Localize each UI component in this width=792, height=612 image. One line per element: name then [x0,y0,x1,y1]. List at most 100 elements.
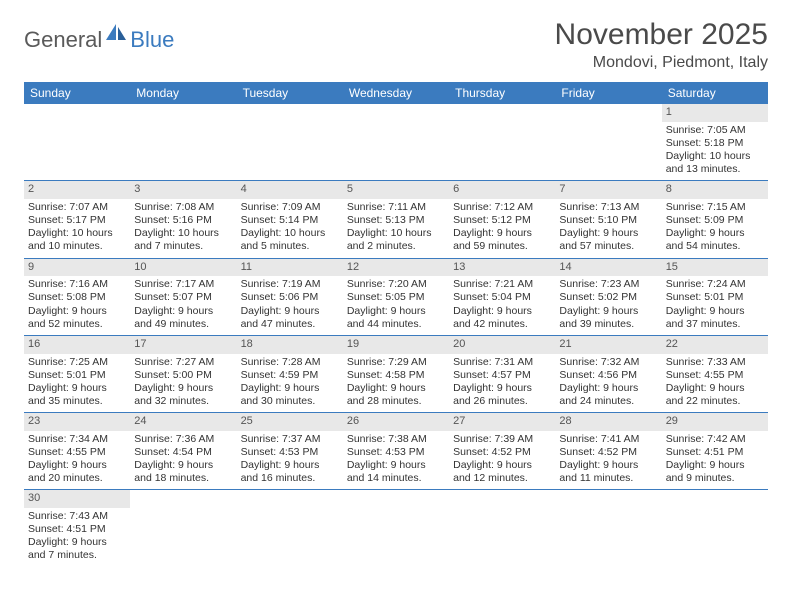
daylight-text: and 14 minutes. [347,472,445,485]
daylight-text: Daylight: 9 hours [347,305,445,318]
day-body: Sunrise: 7:09 AMSunset: 5:14 PMDaylight:… [237,199,343,258]
daylight-text: Daylight: 10 hours [666,150,764,163]
day-number: 17 [130,336,236,354]
daylight-text: and 57 minutes. [559,240,657,253]
day-number: 24 [130,413,236,431]
page-header: General Blue November 2025 Mondovi, Pied… [24,18,768,72]
daylight-text: Daylight: 10 hours [241,227,339,240]
day-number: 3 [130,181,236,199]
day-number: 23 [24,413,130,431]
day-number: 4 [237,181,343,199]
day-cell: 26Sunrise: 7:38 AMSunset: 4:53 PMDayligh… [343,413,449,489]
sunset-text: Sunset: 4:55 PM [28,446,126,459]
day-cell: 22Sunrise: 7:33 AMSunset: 4:55 PMDayligh… [662,336,768,412]
daylight-text: Daylight: 9 hours [559,459,657,472]
day-body: Sunrise: 7:33 AMSunset: 4:55 PMDaylight:… [662,354,768,413]
daylight-text: Daylight: 10 hours [134,227,232,240]
sunset-text: Sunset: 4:55 PM [666,369,764,382]
day-cell: 9Sunrise: 7:16 AMSunset: 5:08 PMDaylight… [24,259,130,335]
day-cell [555,104,661,180]
day-number: 16 [24,336,130,354]
sunset-text: Sunset: 4:57 PM [453,369,551,382]
sunset-text: Sunset: 5:17 PM [28,214,126,227]
daylight-text: and 54 minutes. [666,240,764,253]
sunset-text: Sunset: 4:52 PM [559,446,657,459]
day-number: 8 [662,181,768,199]
day-cell [343,490,449,566]
sunset-text: Sunset: 5:09 PM [666,214,764,227]
sunset-text: Sunset: 5:18 PM [666,137,764,150]
day-number: 18 [237,336,343,354]
daylight-text: Daylight: 9 hours [559,382,657,395]
day-body: Sunrise: 7:29 AMSunset: 4:58 PMDaylight:… [343,354,449,413]
daylight-text: Daylight: 9 hours [666,305,764,318]
sunrise-text: Sunrise: 7:08 AM [134,201,232,214]
day-number: 9 [24,259,130,277]
sunset-text: Sunset: 5:08 PM [28,291,126,304]
daylight-text: Daylight: 10 hours [347,227,445,240]
sunrise-text: Sunrise: 7:28 AM [241,356,339,369]
day-body: Sunrise: 7:13 AMSunset: 5:10 PMDaylight:… [555,199,661,258]
day-cell: 15Sunrise: 7:24 AMSunset: 5:01 PMDayligh… [662,259,768,335]
logo: General Blue [24,24,174,55]
sunrise-text: Sunrise: 7:23 AM [559,278,657,291]
sunset-text: Sunset: 5:06 PM [241,291,339,304]
day-number: 10 [130,259,236,277]
day-body: Sunrise: 7:08 AMSunset: 5:16 PMDaylight:… [130,199,236,258]
day-body: Sunrise: 7:24 AMSunset: 5:01 PMDaylight:… [662,276,768,335]
daylight-text: Daylight: 9 hours [241,382,339,395]
day-body: Sunrise: 7:31 AMSunset: 4:57 PMDaylight:… [449,354,555,413]
day-cell [449,104,555,180]
daylight-text: and 7 minutes. [134,240,232,253]
sunset-text: Sunset: 4:51 PM [666,446,764,459]
day-cell: 24Sunrise: 7:36 AMSunset: 4:54 PMDayligh… [130,413,236,489]
daylight-text: and 37 minutes. [666,318,764,331]
day-body: Sunrise: 7:27 AMSunset: 5:00 PMDaylight:… [130,354,236,413]
day-cell [343,104,449,180]
sunrise-text: Sunrise: 7:05 AM [666,124,764,137]
sunrise-text: Sunrise: 7:19 AM [241,278,339,291]
daylight-text: Daylight: 9 hours [241,459,339,472]
sail-icon [106,24,128,47]
daylight-text: Daylight: 9 hours [666,382,764,395]
day-cell: 10Sunrise: 7:17 AMSunset: 5:07 PMDayligh… [130,259,236,335]
daylight-text: and 24 minutes. [559,395,657,408]
daylight-text: and 47 minutes. [241,318,339,331]
daylight-text: Daylight: 9 hours [559,305,657,318]
daylight-text: and 52 minutes. [28,318,126,331]
day-body: Sunrise: 7:25 AMSunset: 5:01 PMDaylight:… [24,354,130,413]
sunrise-text: Sunrise: 7:11 AM [347,201,445,214]
sunrise-text: Sunrise: 7:41 AM [559,433,657,446]
day-body: Sunrise: 7:42 AMSunset: 4:51 PMDaylight:… [662,431,768,490]
sunset-text: Sunset: 5:13 PM [347,214,445,227]
weekday-header: Sunday [24,82,130,104]
sunrise-text: Sunrise: 7:31 AM [453,356,551,369]
week-row: 1Sunrise: 7:05 AMSunset: 5:18 PMDaylight… [24,104,768,181]
sunset-text: Sunset: 5:16 PM [134,214,232,227]
sunset-text: Sunset: 4:58 PM [347,369,445,382]
sunrise-text: Sunrise: 7:37 AM [241,433,339,446]
day-cell: 1Sunrise: 7:05 AMSunset: 5:18 PMDaylight… [662,104,768,180]
daylight-text: Daylight: 10 hours [28,227,126,240]
month-title: November 2025 [555,18,768,52]
sunset-text: Sunset: 4:56 PM [559,369,657,382]
title-block: November 2025 Mondovi, Piedmont, Italy [555,18,768,72]
day-cell [237,104,343,180]
week-row: 2Sunrise: 7:07 AMSunset: 5:17 PMDaylight… [24,181,768,258]
daylight-text: and 9 minutes. [666,472,764,485]
weekday-header: Monday [130,82,236,104]
day-cell: 30Sunrise: 7:43 AMSunset: 4:51 PMDayligh… [24,490,130,566]
day-cell: 8Sunrise: 7:15 AMSunset: 5:09 PMDaylight… [662,181,768,257]
day-cell: 29Sunrise: 7:42 AMSunset: 4:51 PMDayligh… [662,413,768,489]
day-number: 15 [662,259,768,277]
daylight-text: and 11 minutes. [559,472,657,485]
sunset-text: Sunset: 5:01 PM [666,291,764,304]
calendar-grid: Sunday Monday Tuesday Wednesday Thursday… [24,82,768,567]
sunrise-text: Sunrise: 7:24 AM [666,278,764,291]
day-body: Sunrise: 7:21 AMSunset: 5:04 PMDaylight:… [449,276,555,335]
day-body: Sunrise: 7:07 AMSunset: 5:17 PMDaylight:… [24,199,130,258]
day-body: Sunrise: 7:16 AMSunset: 5:08 PMDaylight:… [24,276,130,335]
sunrise-text: Sunrise: 7:33 AM [666,356,764,369]
day-cell: 12Sunrise: 7:20 AMSunset: 5:05 PMDayligh… [343,259,449,335]
daylight-text: and 59 minutes. [453,240,551,253]
